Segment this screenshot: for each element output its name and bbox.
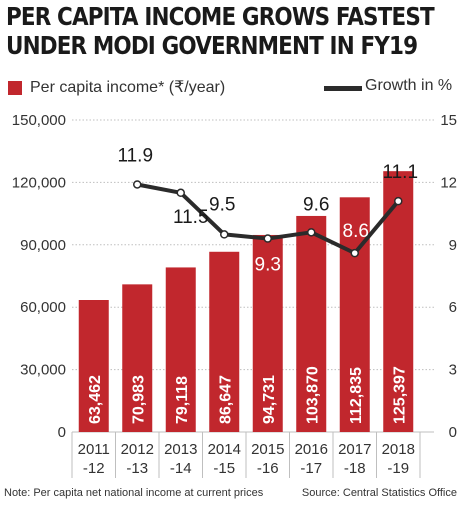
category-label-year: 2017: [338, 441, 371, 458]
right-tick-label: 0: [449, 424, 457, 441]
left-tick-label: 30,000: [20, 362, 66, 379]
legend-line-swatch: [324, 86, 362, 91]
legend-bar-swatch: [8, 81, 22, 95]
growth-point: [394, 196, 403, 206]
bar-value-label: 112,835: [348, 367, 365, 424]
growth-point: [307, 228, 316, 237]
category-label-year: 2012: [121, 441, 154, 458]
right-tick-label: 15: [440, 112, 457, 129]
growth-value-label: 11.9: [117, 145, 153, 166]
growth-point: [133, 180, 142, 189]
category-label-suffix: -19: [387, 460, 409, 477]
category-label-suffix: -14: [170, 460, 192, 477]
category-label-suffix: -16: [257, 460, 279, 477]
category-label-suffix: -13: [126, 460, 148, 477]
bar-value-label: 125,397: [391, 366, 408, 424]
growth-point: [263, 234, 272, 243]
chart-title: PER CAPITA INCOME GROWS FASTEST UNDER MO…: [6, 2, 435, 60]
legend: Per capita income* (₹/year) Growth in %: [8, 76, 456, 98]
category-label-year: 2016: [295, 441, 328, 458]
category-label-suffix: -18: [344, 460, 366, 477]
left-tick-label: 150,000: [12, 112, 66, 129]
bar: [252, 234, 283, 432]
bar: [209, 251, 240, 432]
growth-value-label: 9.5: [209, 194, 235, 215]
bar-value-label: 70,983: [130, 375, 147, 424]
growth-value-label: 9.6: [303, 194, 329, 215]
right-tick-label: 12: [440, 174, 457, 191]
right-tick-label: 9: [449, 237, 457, 254]
bar-value-label: 94,731: [261, 375, 278, 424]
combo-chart: 0 30,000 60,000 90,000 120,000 150,000 0 3 6 9 12 1…: [12, 112, 457, 478]
bar-value-label: 79,118: [174, 376, 191, 424]
category-label-year: 2014: [208, 441, 241, 458]
footer: Note: Per capita net national income at …: [4, 487, 457, 503]
category-label-year: 2011: [78, 441, 110, 458]
bar: [339, 197, 370, 432]
growth-point: [220, 230, 229, 239]
category-label-suffix: -17: [300, 460, 322, 477]
bar-value-label: 86,647: [217, 375, 234, 424]
bar-value-label: 63,462: [87, 375, 104, 424]
left-tick-label: 90,000: [20, 237, 66, 254]
title-line-2: UNDER MODI GOVERNMENT IN FY19: [6, 31, 418, 60]
left-tick-label: 120,000: [12, 174, 66, 191]
right-tick-label: 6: [449, 299, 457, 316]
right-tick-label: 3: [449, 362, 457, 379]
category-label-year: 2018: [382, 441, 415, 458]
category-label-year: 2013: [164, 441, 197, 458]
bar: [296, 215, 327, 432]
category-label-suffix: -15: [213, 460, 235, 477]
bar: [78, 299, 109, 432]
growth-value-label: 11.5: [173, 207, 209, 228]
legend-bar-label: Per capita income* (₹/year): [30, 79, 226, 96]
bar-value-label: 103,870: [304, 366, 321, 424]
growth-point: [350, 248, 359, 258]
title-line-1: PER CAPITA INCOME GROWS FASTEST: [6, 2, 435, 31]
category-label-year: 2015: [251, 441, 284, 458]
left-tick-label: 60,000: [20, 299, 66, 316]
bar: [165, 267, 196, 432]
growth-value-label: 11.1: [382, 162, 418, 183]
left-tick-label: 0: [58, 424, 66, 441]
growth-point: [176, 188, 185, 198]
growth-value-label: 9.3: [255, 255, 281, 276]
footnote: Note: Per capita net national income at …: [4, 487, 264, 499]
bar: [122, 284, 153, 432]
category-label-suffix: -12: [83, 460, 105, 477]
source-note: Source: Central Statistics Office: [301, 487, 457, 499]
growth-value-label: 8.6: [343, 221, 369, 242]
legend-line-label: Growth in %: [365, 77, 453, 94]
